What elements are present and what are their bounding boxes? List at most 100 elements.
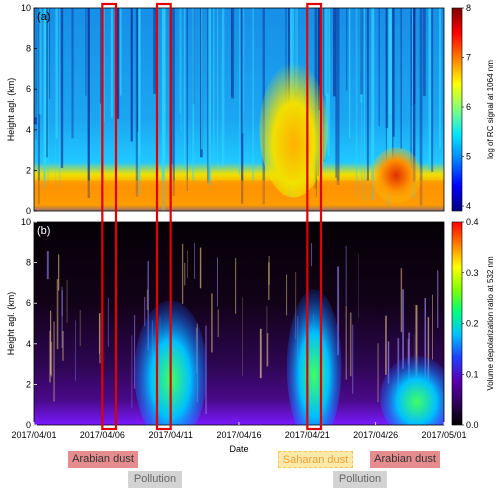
signal-streak (360, 8, 363, 95)
rc-signal-features (34, 8, 444, 211)
colorbar-scale (451, 221, 463, 426)
depol-streak (99, 313, 101, 364)
panel-b-y-label: Height agl. (km) (6, 292, 16, 356)
signal-streak (192, 8, 195, 181)
y-tick-label: 4 (26, 125, 31, 135)
colorbar-tick-label: 8 (466, 3, 471, 13)
depol-streak (50, 310, 52, 375)
signal-streak (116, 8, 120, 119)
depol-streak (217, 309, 219, 337)
depol-streak (53, 321, 55, 402)
depol-streak (285, 274, 288, 316)
signal-streak (59, 8, 61, 188)
signal-streak (217, 8, 219, 170)
signal-streak (385, 8, 387, 177)
signal-streak (431, 8, 434, 172)
depol-streak (259, 328, 262, 379)
depol-streak (131, 335, 133, 408)
signal-streak (179, 8, 181, 114)
signal-streak (400, 8, 402, 149)
signal-streak (295, 8, 298, 92)
depol-streak (352, 324, 354, 394)
panel-b-x-ticks: 2017/04/01 2017/04/06 2017/04/11 2017/04/16… (11, 422, 467, 440)
signal-streak (387, 8, 391, 206)
depol-streak (187, 250, 188, 278)
y-tick-label: 6 (26, 84, 31, 94)
x-tick-label: 2017/05/01 (421, 430, 466, 440)
colorbar-scale (451, 7, 463, 212)
y-tick-label: 10 (21, 3, 31, 13)
x-tick-label: 2017/04/01 (11, 430, 56, 440)
signal-streak (161, 8, 165, 211)
y-tick-label: 10 (21, 217, 31, 227)
panel-a-label: (a) (37, 11, 50, 23)
depol-streak (268, 262, 270, 300)
signal-streak (103, 8, 105, 123)
signal-streak (87, 8, 90, 198)
depol-streak (415, 305, 418, 377)
signal-streak (388, 8, 392, 115)
signal-streak (172, 8, 175, 197)
signal-streak (428, 8, 432, 170)
depol-streak (144, 296, 146, 327)
signal-streak (361, 8, 363, 201)
signal-streak (363, 8, 365, 202)
panel-b-label: (b) (37, 225, 50, 237)
colorbar-tick-label: 6 (466, 102, 471, 112)
signal-streak (412, 8, 416, 183)
signal-streak (163, 8, 166, 160)
depol-streak (211, 293, 213, 353)
depol-streak (181, 243, 184, 304)
event-label-arabian: Arabian dust (68, 451, 138, 468)
event-highlights (101, 2, 323, 431)
signal-streak (385, 8, 389, 128)
signal-streak (183, 8, 186, 171)
event-highlight-box (306, 2, 323, 431)
signal-streak (138, 8, 141, 157)
depol-streak (402, 289, 405, 369)
depol-streak (49, 330, 51, 383)
x-tick-label: 2017/04/16 (216, 430, 261, 440)
depol-streak (377, 343, 379, 403)
x-tick-label: 2017/04/11 (148, 430, 192, 440)
depol-streak (56, 279, 59, 350)
signal-streak (221, 8, 225, 167)
panel-a-y-label: Height agl. (km) (6, 78, 16, 142)
depol-streak (349, 312, 352, 377)
event-label-pollution: Pollution (333, 471, 387, 488)
depolarizing-layer (286, 289, 342, 425)
colorbar-depolarization: 0.0 0.1 0.2 0.3 0.4 Volume depolarization rat… (451, 217, 495, 430)
event-highlight-box (101, 2, 118, 431)
depol-streak (413, 334, 415, 373)
y-tick-label: 2 (26, 379, 31, 389)
y-tick-label: 8 (26, 258, 31, 268)
signal-streak (325, 8, 328, 144)
depolarizing-layer (380, 355, 444, 425)
signal-streak (241, 8, 245, 134)
signal-streak (110, 8, 113, 118)
depol-streak (337, 266, 340, 356)
rc-signal-panel: 0 2 4 6 8 10 (a) Height agl. (km) (6, 3, 445, 216)
y-tick-label: 4 (26, 339, 31, 349)
signal-streak (35, 8, 37, 140)
depol-streak (268, 256, 270, 285)
depol-streak (437, 270, 439, 328)
y-tick-label: 6 (26, 298, 31, 308)
depol-streak (98, 313, 101, 354)
y-tick-label: 2 (26, 165, 31, 175)
signal-streak (241, 8, 244, 204)
signal-streak (85, 8, 87, 96)
colorbar-tick-label: 4 (466, 201, 471, 211)
x-tick-label: 2017/04/06 (80, 430, 125, 440)
signal-streak (119, 8, 122, 96)
signal-streak (378, 8, 380, 127)
depol-streak (46, 251, 49, 280)
x-axis-label: Date (229, 444, 248, 454)
depol-streak (387, 341, 390, 384)
depol-streak (427, 317, 430, 397)
depol-streak (50, 341, 53, 377)
signal-streak (200, 8, 203, 150)
signal-streak (208, 8, 211, 186)
signal-streak (252, 8, 254, 181)
